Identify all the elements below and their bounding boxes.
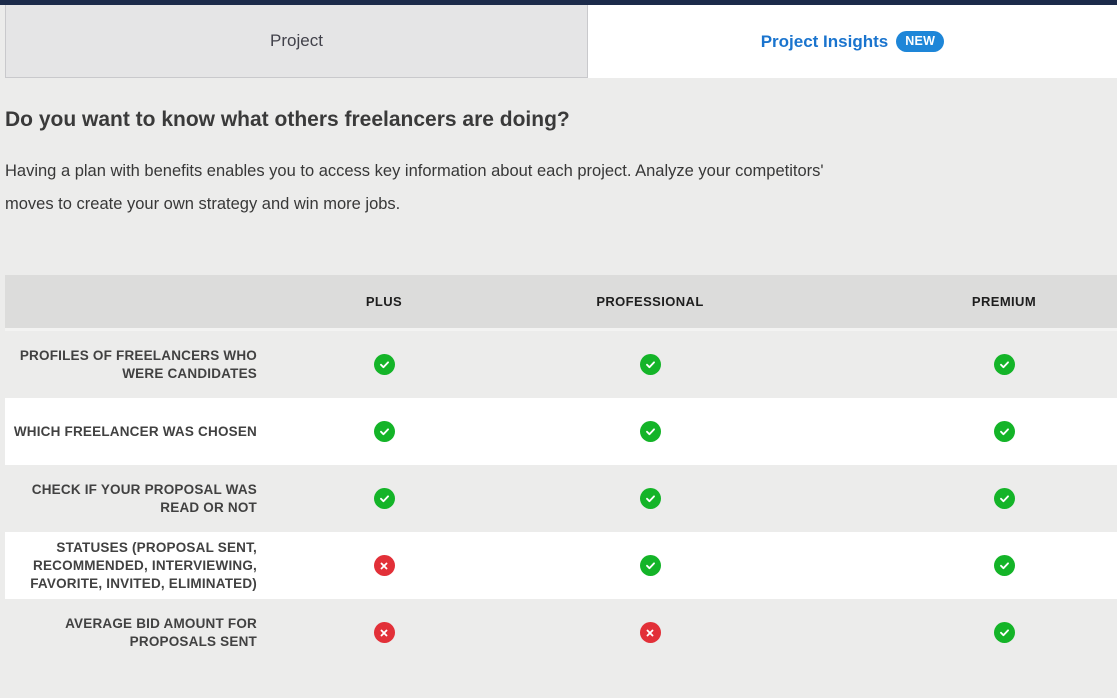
- intro-line-2: moves to create your own strategy and wi…: [5, 194, 401, 213]
- table-row: PROFILES OF FREELANCERS WHO WERE CANDIDA…: [5, 331, 1117, 398]
- table-row: WHICH FREELANCER WAS CHOSEN: [5, 398, 1117, 465]
- plan-cell: [789, 421, 1117, 442]
- row-label: STATUSES (PROPOSAL SENT, RECOMMENDED, IN…: [30, 539, 257, 591]
- intro-text: Having a plan with benefits enables you …: [5, 155, 1117, 220]
- check-circle-icon: [373, 421, 395, 442]
- check-circle-icon: [639, 555, 661, 576]
- row-label: AVERAGE BID AMOUNT FOR PROPOSALS SENT: [65, 615, 257, 649]
- check-circle-icon: [993, 354, 1015, 375]
- row-label: CHECK IF YOUR PROPOSAL WAS READ OR NOT: [31, 481, 257, 515]
- intro-line-1: Having a plan with benefits enables you …: [5, 162, 824, 180]
- column-header-professional: PROFESSIONAL: [596, 294, 704, 309]
- check-circle-icon: [373, 354, 395, 375]
- column-header-premium: PREMIUM: [971, 294, 1037, 309]
- check-circle-icon: [639, 421, 661, 442]
- plan-cell: [257, 555, 511, 576]
- table-header-row: PLUS PROFESSIONAL PREMIUM: [5, 275, 1117, 331]
- plan-cell: [511, 354, 789, 375]
- check-circle-icon: [993, 622, 1015, 643]
- cross-circle-icon: [373, 622, 395, 643]
- plan-cell: [511, 622, 789, 643]
- column-header-plus: PLUS: [365, 294, 403, 309]
- plan-cell: [257, 421, 511, 442]
- plan-cell: [257, 354, 511, 375]
- table-body: PROFILES OF FREELANCERS WHO WERE CANDIDA…: [5, 331, 1117, 666]
- new-badge: NEW: [896, 30, 945, 53]
- table-row: STATUSES (PROPOSAL SENT, RECOMMENDED, IN…: [5, 532, 1117, 599]
- top-accent-bar: [0, 0, 1117, 5]
- check-circle-icon: [639, 488, 661, 509]
- check-circle-icon: [373, 488, 395, 509]
- check-circle-icon: [993, 555, 1015, 576]
- plan-cell: [511, 488, 789, 509]
- tab-project-label: Project: [270, 31, 323, 50]
- plan-comparison-table: PLUS PROFESSIONAL PREMIUM PROFILES OF FREE…: [5, 275, 1117, 666]
- check-circle-icon: [639, 354, 661, 375]
- tab-project[interactable]: Project: [5, 5, 588, 78]
- plan-cell: [257, 622, 511, 643]
- check-circle-icon: [993, 488, 1015, 509]
- tab-project-insights-label: Project Insights: [760, 31, 889, 51]
- check-circle-icon: [993, 421, 1015, 442]
- cross-circle-icon: [373, 555, 395, 576]
- plan-cell: [511, 421, 789, 442]
- tab-bar: Project Project Insights NEW: [0, 5, 1117, 78]
- plan-cell: [789, 622, 1117, 643]
- plan-cell: [789, 555, 1117, 576]
- row-label: WHICH FREELANCER WAS CHOSEN: [13, 423, 257, 439]
- row-label: PROFILES OF FREELANCERS WHO WERE CANDIDA…: [19, 347, 257, 381]
- cross-circle-icon: [639, 622, 661, 643]
- page-title: Do you want to know what others freelanc…: [5, 108, 570, 131]
- main-content: Do you want to know what others freelanc…: [0, 105, 1117, 666]
- plan-cell: [789, 354, 1117, 375]
- table-row: AVERAGE BID AMOUNT FOR PROPOSALS SENT: [5, 599, 1117, 666]
- plan-cell: [789, 488, 1117, 509]
- plan-cell: [511, 555, 789, 576]
- plan-cell: [257, 488, 511, 509]
- tab-project-insights[interactable]: Project Insights NEW: [588, 5, 1117, 78]
- table-row: CHECK IF YOUR PROPOSAL WAS READ OR NOT: [5, 465, 1117, 532]
